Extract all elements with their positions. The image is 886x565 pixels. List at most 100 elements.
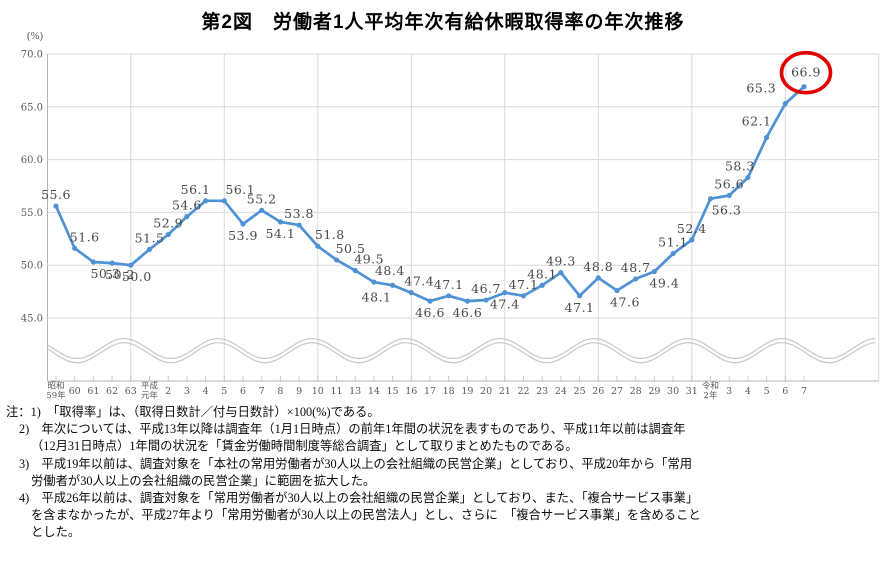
- data-label: 48.1: [527, 266, 557, 281]
- note-line: （12月31日時点）1年間の状況を「賃金労働時間制度等総合調査」として取りまとめ…: [31, 439, 578, 454]
- x-tick-label: 60: [69, 386, 81, 397]
- data-label: 56.6: [714, 177, 744, 192]
- data-label: 47.6: [610, 295, 640, 310]
- data-point: [726, 192, 732, 199]
- data-label: 54.6: [172, 198, 202, 213]
- y-tick-label: 60.0: [21, 155, 43, 166]
- highlight-circle: [779, 50, 833, 95]
- data-point: [128, 262, 134, 268]
- data-point: [614, 287, 620, 294]
- y-tick-label: 65.0: [21, 102, 43, 113]
- data-point: [633, 276, 639, 282]
- note-line: 注：1) 「取得率」は、（取得日数計／付与日数計）×100(%)である。: [6, 405, 380, 419]
- axis-break-wave: [47, 342, 876, 364]
- x-tick-label: 6: [782, 386, 788, 397]
- figure-title: 第2図 労働者1人平均年次有給休暇取得率の年次推移: [201, 12, 685, 33]
- data-point: [221, 198, 227, 204]
- data-label: 51.1: [658, 235, 688, 250]
- data-label: 49.5: [354, 251, 384, 266]
- x-tick-label: 5: [221, 386, 227, 397]
- data-label: 65.3: [746, 81, 776, 96]
- x-tick-label: 2: [165, 386, 171, 397]
- data-label: 47.1: [434, 277, 464, 292]
- data-point: [764, 134, 770, 141]
- x-tick-label: 14: [368, 386, 380, 397]
- data-point: [670, 250, 676, 257]
- data-label: 47.4: [490, 297, 520, 312]
- data-label: 49.4: [649, 276, 679, 291]
- data-label: 62.1: [742, 113, 772, 128]
- x-tick-label: 11: [330, 386, 342, 397]
- data-point: [782, 101, 788, 107]
- data-label: 47.1: [509, 277, 539, 292]
- x-tick-label: 7: [801, 386, 807, 397]
- data-point: [333, 257, 340, 263]
- data-point: [371, 279, 377, 285]
- x-tick-label: 31: [686, 386, 698, 397]
- x-tick-label: 20: [480, 386, 492, 397]
- data-label: 51.8: [315, 227, 345, 242]
- data-point: [520, 293, 527, 299]
- x-tick-label: 4: [203, 386, 209, 397]
- data-point: [689, 237, 695, 243]
- data-point: [72, 245, 78, 251]
- data-point: [483, 297, 489, 303]
- data-point: [90, 259, 96, 265]
- x-tick-label: 23: [536, 386, 548, 397]
- data-label: 49.3: [546, 254, 576, 269]
- note-line: 2) 年次については、平成13年以降は調査年（1月1日時点）の前年1年間の状況を…: [19, 422, 686, 437]
- data-point: [296, 222, 302, 228]
- x-tick-label: 17: [424, 386, 436, 397]
- data-point: [203, 198, 209, 204]
- note-line: 労働者が30人以上の会社組織の民営企業」に範囲を拡大した。: [31, 473, 376, 488]
- y-tick-label: 55.0: [21, 208, 43, 219]
- data-point: [408, 290, 414, 296]
- data-point: [352, 267, 358, 274]
- data-point: [707, 196, 714, 202]
- data-point: [184, 214, 190, 220]
- notes: 注：1) 「取得率」は、（取得日数計／付与日数計）×100(%)である。 2) 年…: [0, 404, 886, 542]
- x-tick-label: 63: [125, 386, 137, 397]
- data-label: 50.0: [122, 269, 152, 284]
- data-label: 66.9: [791, 65, 821, 80]
- line-chart: 70.0 65.0 60.0 55.0 50.0 45.0 昭和 59年 60 61 62 63 平成元…: [0, 30, 886, 405]
- x-tick-label: 62: [106, 386, 118, 397]
- x-tick-label: 7: [259, 386, 265, 397]
- data-point: [109, 260, 115, 266]
- x-tick-label-era: 令和 2年: [702, 381, 719, 402]
- data-label: 48.8: [583, 259, 613, 274]
- x-tick-label: 29: [648, 386, 660, 397]
- data-label: 56.3: [712, 203, 742, 218]
- data-label: 55.2: [247, 191, 277, 206]
- data-point: [651, 268, 658, 275]
- x-tick-label-era: 昭和 59年: [46, 382, 66, 402]
- data-point: [315, 243, 321, 249]
- x-tick-label: 10: [312, 386, 324, 397]
- y-axis-unit-label: (%): [27, 31, 44, 42]
- x-tick-label: 22: [517, 386, 529, 397]
- data-label: 46.6: [452, 305, 482, 320]
- data-label: 48.7: [621, 260, 651, 275]
- data-label: 48.4: [375, 263, 405, 278]
- data-point: [502, 290, 508, 296]
- data-label: 55.6: [41, 187, 71, 202]
- x-tick-label: 4: [745, 386, 751, 397]
- x-tick-label: 24: [555, 386, 567, 397]
- data-point: [390, 282, 396, 288]
- data-point: [595, 275, 601, 281]
- data-label: 46.6: [415, 305, 445, 320]
- x-tick-label-era: 平成元年: [141, 381, 159, 402]
- data-point: [801, 84, 807, 90]
- data-point: [146, 246, 153, 252]
- y-tick-label: 45.0: [21, 314, 43, 325]
- x-tick-label: 28: [630, 386, 642, 397]
- data-point: [259, 207, 265, 213]
- note-line: 4) 平成26年以前は、調査対象を「常用労働者が30人以上の会社組織の民営企業」…: [19, 490, 699, 505]
- x-tick-label: 3: [726, 386, 732, 397]
- note-line: 3) 平成19年以前は、調査対象を「本社の常用労働者が30人以上の会社組織の民営…: [19, 456, 693, 471]
- x-tick-label: 30: [667, 386, 679, 397]
- data-label: 50.3: [90, 266, 120, 281]
- data-label: 53.9: [228, 228, 258, 243]
- data-label: 50.2: [105, 267, 135, 282]
